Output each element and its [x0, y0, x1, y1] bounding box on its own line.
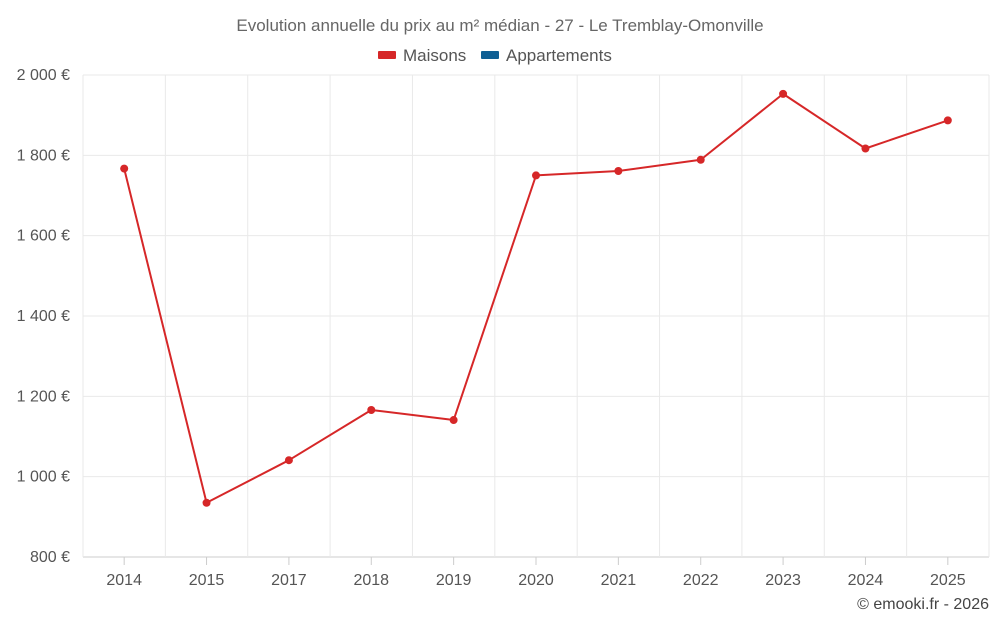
x-tick-label: 2019: [436, 572, 472, 589]
legend-label-appartements[interactable]: Appartements: [506, 46, 612, 65]
legend-swatch-maisons[interactable]: [378, 51, 396, 59]
credit-text: © emooki.fr - 2026: [857, 596, 989, 613]
data-point: [284, 456, 293, 465]
data-point: [943, 116, 952, 125]
x-tick-label: 2017: [271, 572, 307, 589]
legend: Maisons Appartements: [378, 46, 612, 65]
data-point: [532, 171, 540, 180]
y-tick-label: 1 400 €: [17, 308, 70, 325]
x-tick-label: 2023: [765, 572, 801, 589]
legend-label-maisons[interactable]: Maisons: [403, 46, 466, 65]
data-point: [861, 144, 870, 153]
data-point: [202, 498, 211, 507]
legend-swatch-appartements[interactable]: [481, 51, 499, 59]
data-point: [120, 164, 129, 173]
data-point: [449, 416, 458, 425]
x-axis: 2014 2015 2017 2018 2019 2020 2021 2022 2023 2024…: [106, 557, 966, 589]
y-tick-label: 1 600 €: [17, 228, 70, 245]
grid: [82, 74, 990, 558]
y-tick-label: 2 000 €: [17, 67, 70, 84]
series-maisons: [120, 89, 952, 507]
x-tick-label: 2022: [683, 572, 719, 589]
y-axis: 800 € 1 000 € 1 200 € 1 400 € 1 600 € 1 800 €…: [17, 67, 70, 566]
x-tick-label: 2025: [930, 572, 966, 589]
x-tick-label: 2021: [601, 572, 637, 589]
y-tick-label: 1 000 €: [17, 469, 70, 486]
chart-title: Evolution annuelle du prix au m² médian …: [236, 16, 763, 35]
data-point: [779, 89, 788, 98]
x-tick-label: 2015: [189, 572, 225, 589]
x-tick-label: 2018: [353, 572, 389, 589]
x-tick-label: 2014: [106, 572, 142, 589]
y-tick-label: 1 200 €: [17, 388, 70, 405]
data-point: [367, 405, 376, 414]
y-tick-label: 1 800 €: [17, 147, 70, 164]
data-point: [696, 155, 705, 164]
y-tick-label: 800 €: [30, 549, 70, 566]
x-tick-label: 2024: [848, 572, 884, 589]
data-point: [614, 166, 623, 175]
x-tick-label: 2020: [518, 572, 554, 589]
